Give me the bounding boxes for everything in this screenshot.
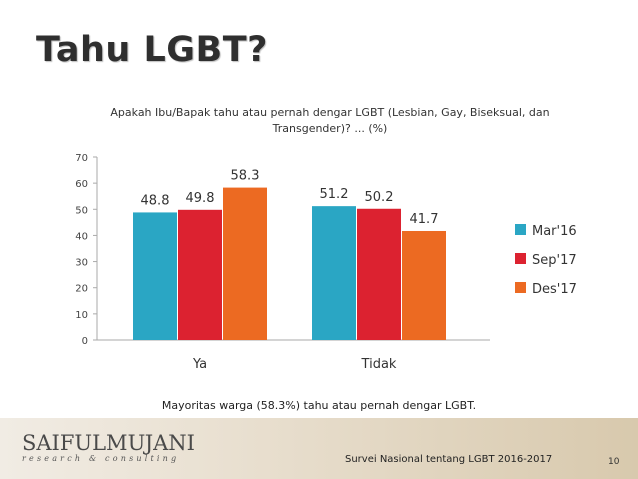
source-text: Survei Nasional tentang LGBT 2016-2017: [345, 454, 553, 465]
bar: [402, 230, 446, 340]
bar: [357, 208, 401, 340]
page-number: 10: [608, 457, 620, 467]
bar: [312, 206, 356, 340]
x-tick-label: Ya: [192, 357, 207, 372]
bar-chart: 0 10 20 30 40 50 60 70 48.8 49.8 58.3 Ya 51.2 50.2 41.…: [75, 153, 577, 372]
bar: [178, 209, 222, 340]
legend-label: Sep'17: [532, 253, 577, 268]
y-tick-label: 20: [75, 284, 88, 295]
bar: [223, 187, 267, 340]
footer-band: [0, 418, 638, 479]
data-label: 50.2: [365, 190, 394, 205]
legend-swatch: [515, 224, 526, 235]
data-label: 58.3: [231, 169, 260, 184]
legend-label: Mar'16: [532, 224, 577, 239]
y-tick-label: 40: [75, 231, 88, 242]
data-label: 41.7: [410, 212, 439, 227]
bar: [133, 212, 177, 340]
y-tick-label: 70: [75, 153, 88, 164]
y-tick-label: 30: [75, 258, 88, 269]
legend-label: Des'17: [532, 282, 577, 297]
data-label: 51.2: [320, 187, 349, 202]
survey-question: Apakah Ibu/Bapak tahu atau pernah dengar…: [110, 106, 550, 135]
data-label: 48.8: [141, 193, 170, 208]
slide-title: Tahu LGBT?: [36, 30, 268, 70]
x-tick-label: Tidak: [361, 357, 397, 372]
summary-text: Mayoritas warga (58.3%) tahu atau pernah…: [161, 399, 477, 412]
y-tick-label: 0: [82, 336, 88, 347]
legend-swatch: [515, 253, 526, 264]
logo-tagline: research & consulting: [22, 454, 180, 463]
logo: SAIFULMUJANI research & consulting: [22, 432, 195, 464]
y-tick-label: 50: [75, 205, 88, 216]
data-label: 49.8: [186, 191, 215, 206]
legend-swatch: [515, 282, 526, 293]
logo-name: SAIFULMUJANI: [22, 431, 195, 455]
y-tick-label: 60: [75, 179, 88, 190]
y-tick-label: 10: [75, 310, 88, 321]
